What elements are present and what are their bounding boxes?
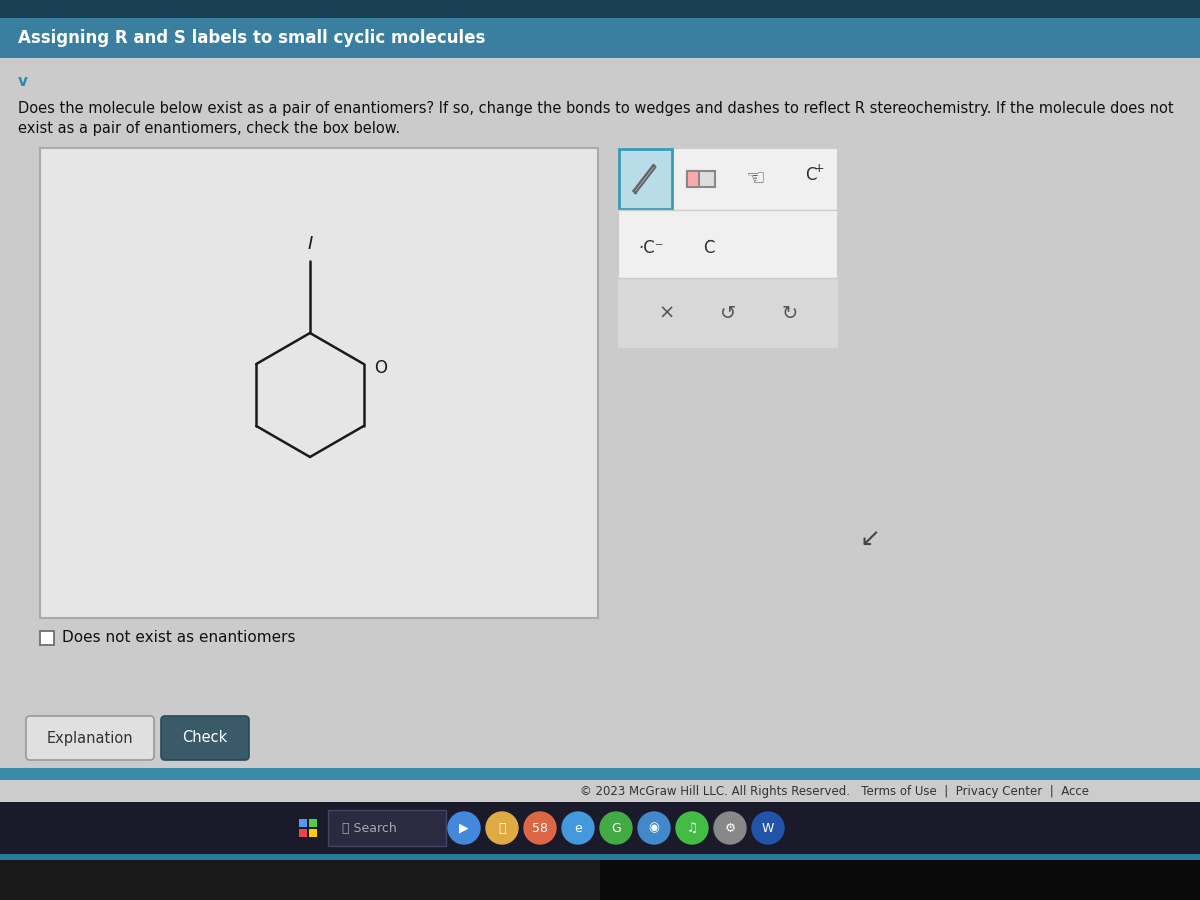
Text: +: + [814, 163, 824, 176]
Bar [299, 829, 307, 837]
Bar [618, 148, 838, 348]
FancyBboxPatch shape [26, 716, 154, 760]
Bar [686, 171, 698, 187]
Circle shape [448, 812, 480, 844]
Text: ☜: ☜ [745, 169, 766, 189]
Bar [0, 768, 1200, 780]
Text: C: C [805, 166, 816, 184]
Text: © 2023 McGraw Hill LLC. All Rights Reserved.   Terms of Use  |  Privacy Center  : © 2023 McGraw Hill LLC. All Rights Reser… [580, 785, 1090, 797]
Text: exist as a pair of enantiomers, check the box below.: exist as a pair of enantiomers, check th… [18, 121, 400, 136]
Text: G: G [611, 822, 620, 834]
Text: 📁: 📁 [498, 822, 505, 834]
Text: Check: Check [182, 731, 228, 745]
Text: ▶: ▶ [460, 822, 469, 834]
Text: Does not exist as enantiomers: Does not exist as enantiomers [62, 631, 295, 645]
Text: ⚙: ⚙ [725, 822, 736, 834]
Bar [40, 631, 54, 645]
Text: C̈: C̈ [703, 239, 714, 257]
Circle shape [600, 812, 632, 844]
Circle shape [486, 812, 518, 844]
Circle shape [714, 812, 746, 844]
Circle shape [562, 812, 594, 844]
Circle shape [752, 812, 784, 844]
Text: v: v [18, 75, 28, 89]
Text: Assigning R and S labels to small cyclic molecules: Assigning R and S labels to small cyclic… [18, 29, 485, 47]
Bar [0, 802, 1200, 854]
Text: Explanation: Explanation [47, 731, 133, 745]
Bar [310, 829, 317, 837]
Text: 🔍 Search: 🔍 Search [342, 822, 397, 834]
Text: ◉: ◉ [648, 822, 660, 834]
Circle shape [638, 812, 670, 844]
Bar [618, 278, 838, 348]
Bar [0, 780, 1200, 802]
FancyBboxPatch shape [161, 716, 250, 760]
Bar [328, 810, 446, 846]
Text: ×: × [659, 303, 674, 322]
Bar [299, 819, 307, 827]
Bar [310, 819, 317, 827]
Bar [0, 854, 1200, 900]
Bar [0, 854, 1200, 860]
Bar [619, 149, 672, 209]
Text: e: e [574, 822, 582, 834]
Text: ♫: ♫ [686, 822, 697, 834]
Text: 58: 58 [532, 822, 548, 834]
Bar [0, 855, 600, 900]
Text: O: O [373, 359, 386, 377]
Text: ·C⁻: ·C⁻ [638, 239, 664, 257]
Circle shape [524, 812, 556, 844]
Text: ↻: ↻ [781, 303, 798, 322]
Circle shape [676, 812, 708, 844]
Bar [0, 58, 1200, 688]
Bar [40, 148, 598, 618]
Bar [686, 171, 714, 187]
Text: ↺: ↺ [720, 303, 736, 322]
Bar [0, 18, 1200, 58]
Bar [0, 0, 1200, 18]
Text: I: I [307, 235, 313, 253]
Text: ↙: ↙ [859, 528, 881, 552]
Text: Does the molecule below exist as a pair of enantiomers? If so, change the bonds : Does the molecule below exist as a pair … [18, 101, 1174, 115]
Text: W: W [762, 822, 774, 834]
